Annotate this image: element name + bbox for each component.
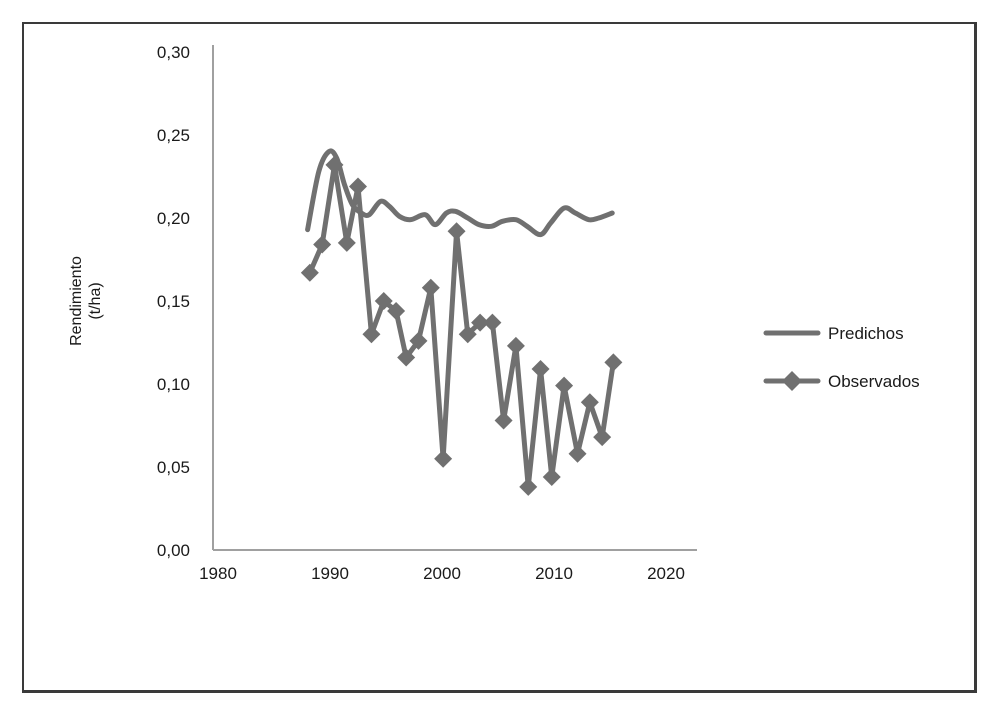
y-tick-label: 0,15 — [157, 292, 190, 311]
diamond-marker-icon — [483, 313, 502, 332]
diamond-marker-icon — [604, 353, 623, 372]
y-tick-label: 0,25 — [157, 126, 190, 145]
diamond-marker-icon — [542, 467, 561, 486]
diamond-marker-icon — [494, 411, 513, 430]
diamond-marker-icon — [397, 348, 416, 367]
y-axis-title: Rendimiento (t/ha) — [68, 256, 104, 346]
legend-label-observados: Observados — [828, 372, 920, 391]
diamond-marker-icon — [782, 371, 802, 391]
diamond-marker-icon — [506, 336, 525, 355]
series-line — [307, 162, 616, 490]
y-tick-label: 0,20 — [157, 209, 190, 228]
legend-item-observados: Observados — [763, 371, 920, 391]
x-tick-label: 1980 — [199, 564, 237, 583]
y-tick-label: 0,00 — [157, 541, 190, 560]
diamond-marker-icon — [555, 376, 574, 395]
y-axis-title-line1: Rendimiento — [68, 256, 85, 346]
legend: Predichos Observados — [763, 324, 920, 391]
diamond-marker-icon — [421, 278, 440, 297]
plot-area — [300, 148, 623, 496]
x-tick-label: 2000 — [423, 564, 461, 583]
diamond-marker-icon — [387, 301, 406, 320]
diamond-marker-icon — [349, 177, 367, 196]
diamond-marker-icon — [580, 393, 599, 412]
x-tick-label: 2020 — [647, 564, 685, 583]
diamond-marker-icon — [313, 235, 332, 254]
diamond-marker-icon — [362, 325, 381, 344]
diamond-marker-icon — [374, 292, 393, 310]
diamond-marker-icon — [568, 444, 587, 463]
y-tick-label: 0,30 — [157, 43, 190, 62]
y-axis: 0,00 0,05 0,10 0,15 0,20 0,25 0,30 — [157, 43, 214, 560]
diamond-marker-icon — [337, 233, 356, 252]
diamond-marker-icon — [531, 360, 550, 379]
diamond-marker-icon — [325, 155, 344, 174]
y-tick-label: 0,10 — [157, 375, 190, 394]
series-observados — [300, 155, 623, 496]
legend-label-predichos: Predichos — [828, 324, 904, 343]
diamond-marker-icon — [300, 263, 319, 282]
diamond-marker-icon — [409, 331, 428, 350]
y-tick-label: 0,05 — [157, 458, 190, 477]
diamond-marker-icon — [519, 477, 538, 496]
figure-frame — [22, 22, 977, 693]
diamond-marker-icon — [458, 325, 477, 344]
series-predichos — [305, 148, 615, 238]
diamond-marker-icon — [434, 449, 453, 468]
legend-item-predichos: Predichos — [763, 324, 904, 343]
diamond-marker-icon — [471, 313, 490, 332]
x-axis: 1980 1990 2000 2010 2020 — [199, 549, 697, 583]
diamond-marker-icon — [447, 222, 466, 241]
series-line — [305, 148, 615, 238]
x-tick-label: 2010 — [535, 564, 573, 583]
diamond-marker-icon — [593, 428, 612, 447]
x-tick-label: 1990 — [311, 564, 349, 583]
y-axis-title-line2: (t/ha) — [87, 282, 104, 319]
